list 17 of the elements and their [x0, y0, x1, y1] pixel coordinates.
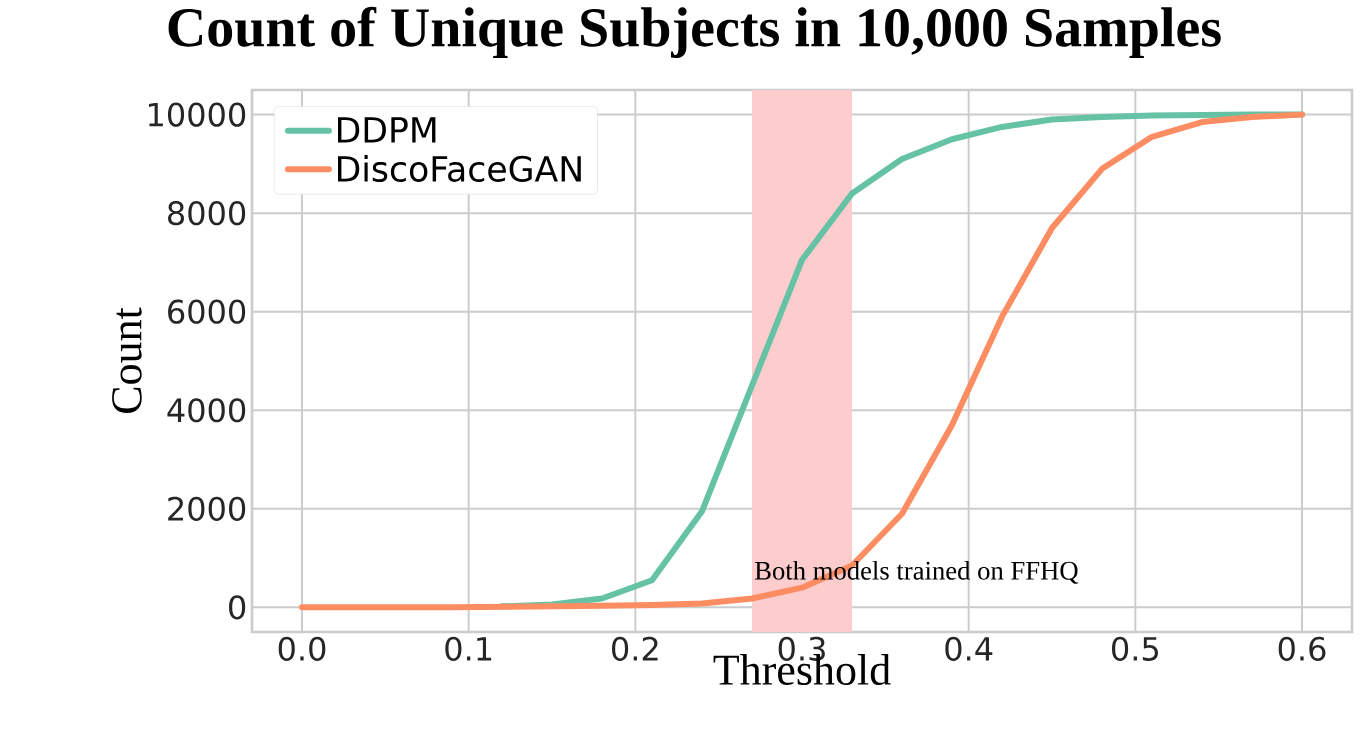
legend-label: DDPM	[337, 117, 436, 143]
y-tick-label: 2000	[168, 496, 246, 521]
x-tick-label: 0.1	[445, 636, 492, 661]
y-tick-label: 8000	[168, 201, 246, 226]
annotation: Both models trained on FFHQ	[754, 560, 1079, 584]
x-tick-label: 0.6	[1278, 636, 1326, 661]
x-tick-label: 0.2	[612, 636, 658, 661]
x-tick-label: 0.4	[945, 636, 993, 661]
legend-label: DiscoFaceGAN	[337, 155, 581, 182]
y-tick-label: 0	[229, 595, 246, 620]
y-tick-label: 4000	[167, 398, 246, 423]
chart-title: Count of Unique Subjects in 10,000 Samples	[168, 6, 1221, 59]
y-tick-label: 10000	[149, 102, 246, 127]
x-tick-label: 0.5	[1112, 636, 1158, 661]
y-axis-title: Count	[112, 307, 142, 413]
x-tick-label: 0.0	[278, 636, 326, 661]
y-tick-label: 6000	[168, 299, 246, 324]
